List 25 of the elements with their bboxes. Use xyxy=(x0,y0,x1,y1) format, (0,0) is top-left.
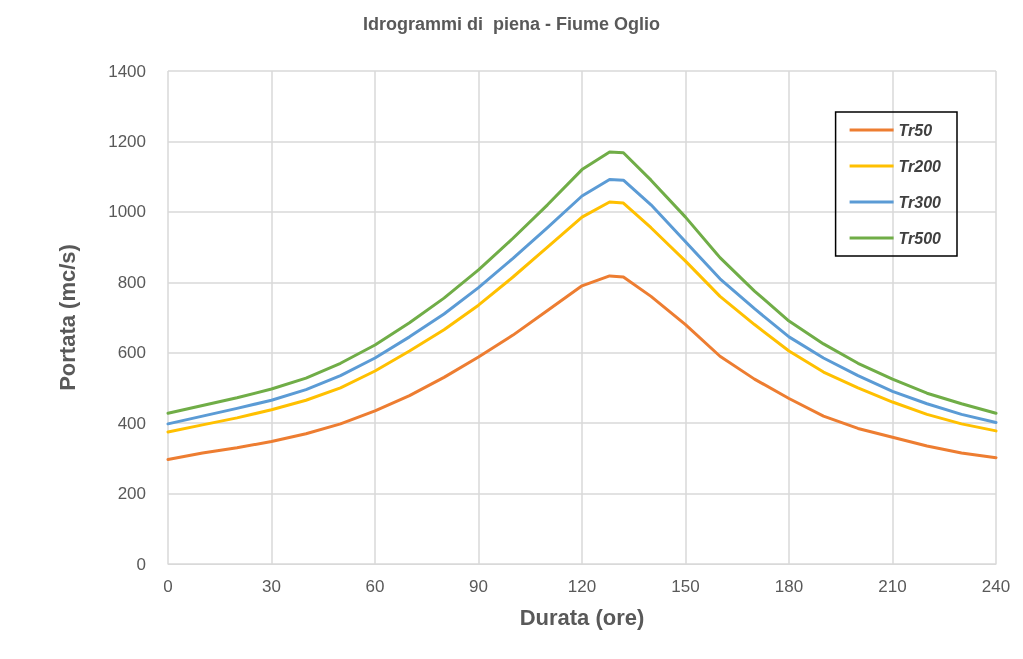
x-tick-label: 0 xyxy=(163,577,173,596)
legend-label: Tr200 xyxy=(898,157,942,175)
y-tick-label: 1000 xyxy=(108,202,146,222)
x-tick-label: 240 xyxy=(981,577,1011,596)
x-tick-label: 210 xyxy=(878,577,907,596)
y-tick-label: 1200 xyxy=(108,131,146,151)
legend-label: Tr500 xyxy=(898,229,942,247)
y-tick-label: 200 xyxy=(117,484,146,504)
x-tick-label: 30 xyxy=(262,577,281,596)
x-tick-label: 90 xyxy=(469,577,488,596)
y-tick-label: 800 xyxy=(117,272,146,292)
x-tick-label: 150 xyxy=(671,577,700,596)
y-tick-label: 1400 xyxy=(108,61,146,81)
y-axis-title: Portata (mc/s) xyxy=(54,244,80,391)
y-tick-label: 0 xyxy=(136,554,146,574)
y-tick-label: 600 xyxy=(117,343,146,363)
line-series xyxy=(166,274,998,461)
legend-label: Tr50 xyxy=(898,121,933,139)
x-tick-label: 60 xyxy=(365,577,385,596)
legend-label: Tr300 xyxy=(898,193,942,211)
y-tick-label: 400 xyxy=(117,413,146,433)
x-tick-label: 120 xyxy=(567,577,597,596)
chart-title: Idrogrammi di piena - Fiume Oglio xyxy=(362,14,661,34)
x-tick-label: 180 xyxy=(774,577,804,596)
x-axis-title: Durata (ore) xyxy=(519,604,645,630)
